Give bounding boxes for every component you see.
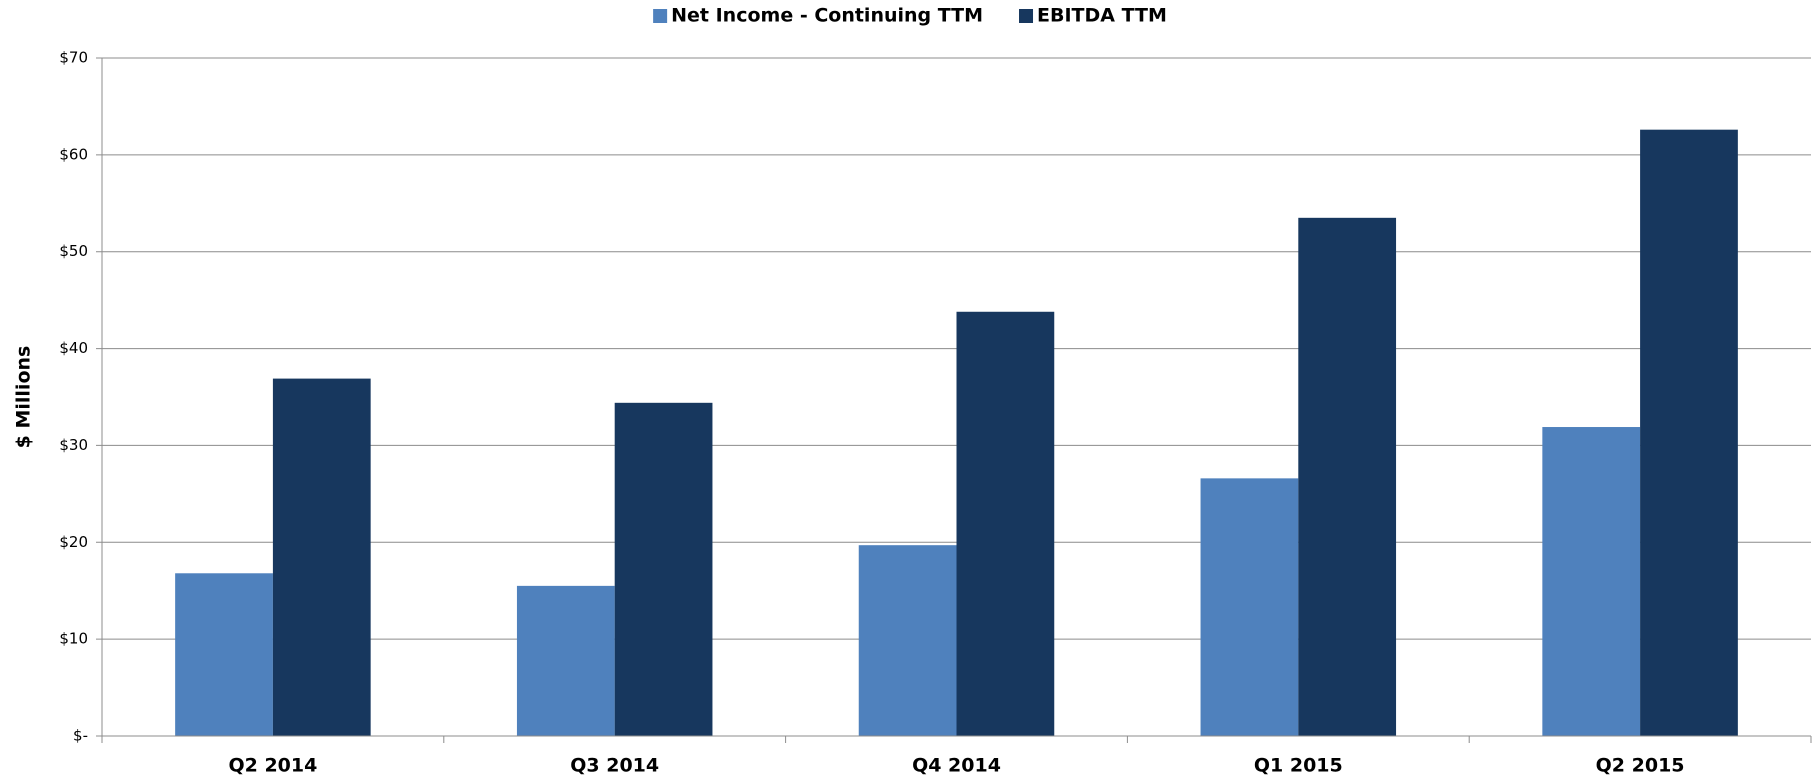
bar <box>175 573 273 736</box>
bar <box>858 545 957 736</box>
y-tick-label: $30 <box>59 436 88 454</box>
legend-swatch <box>1019 9 1034 23</box>
x-tick-label: Q4 2014 <box>912 755 1001 777</box>
y-tick-label: $70 <box>59 49 88 67</box>
legend-swatch <box>653 9 668 23</box>
y-tick-label: $50 <box>59 242 88 260</box>
bar <box>956 311 1055 736</box>
bar <box>1542 427 1641 736</box>
x-tick-label: Q3 2014 <box>570 755 659 777</box>
y-tick-label: $- <box>73 727 88 745</box>
y-tick-label: $20 <box>59 533 88 551</box>
legend-label: Net Income - Continuing TTM <box>671 5 983 27</box>
y-tick-label: $60 <box>59 145 88 163</box>
bar <box>1298 217 1397 737</box>
x-tick-label: Q2 2014 <box>228 755 317 777</box>
bar <box>272 378 371 736</box>
x-tick-label: Q2 2015 <box>1596 755 1685 777</box>
bar <box>1640 129 1738 736</box>
legend-label: EBITDA TTM <box>1037 5 1167 27</box>
x-tick-label: Q1 2015 <box>1254 755 1343 777</box>
y-tick-label: $10 <box>59 630 88 648</box>
y-axis-title: $ Millions <box>13 346 35 449</box>
bar <box>614 402 713 736</box>
y-tick-label: $40 <box>59 339 88 357</box>
bar <box>516 585 615 736</box>
bar <box>1200 478 1299 736</box>
